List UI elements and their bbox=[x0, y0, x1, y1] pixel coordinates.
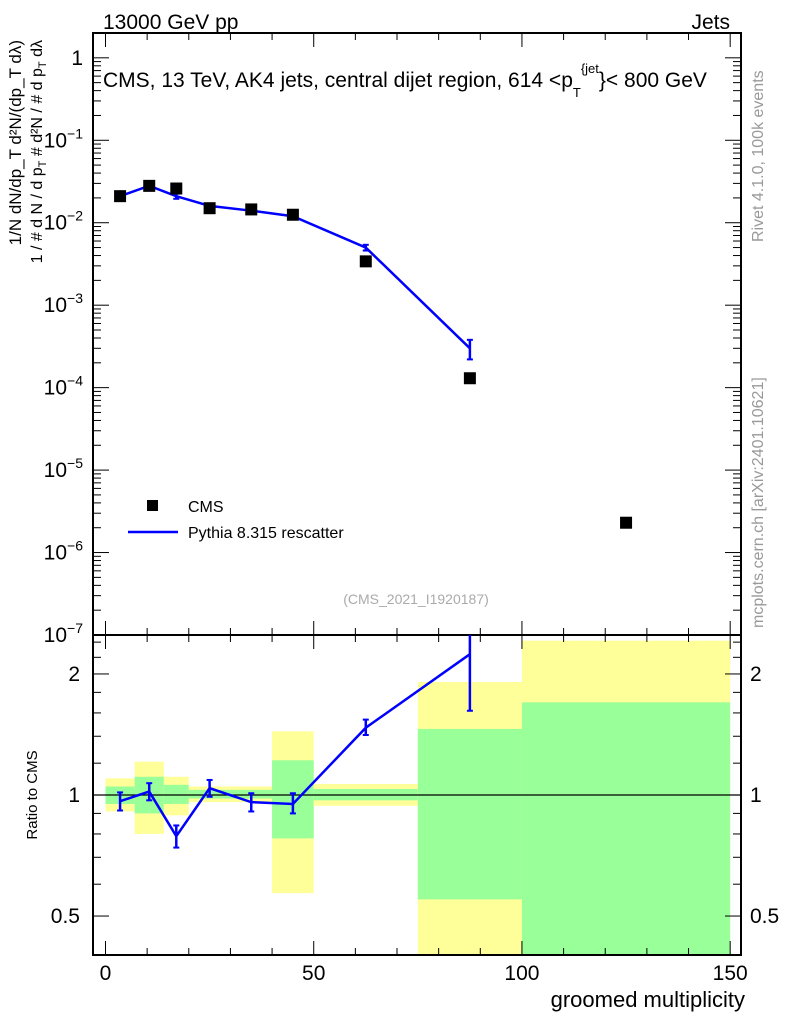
cms-data-point bbox=[170, 182, 183, 195]
cms-data-point bbox=[286, 208, 299, 221]
cms-data-point bbox=[114, 190, 127, 203]
cms-data-point bbox=[620, 516, 633, 529]
legend-label-mc: Pythia 8.315 rescatter bbox=[188, 525, 344, 542]
mcplots-label: mcplots.cern.ch [arXiv:2401.10621] bbox=[750, 377, 767, 628]
x-axis-label: groomed multiplicity bbox=[551, 987, 745, 1012]
y-tick-label: 1 bbox=[71, 47, 83, 70]
y-tick-label: 10−7 bbox=[44, 620, 84, 647]
cms-data-point bbox=[463, 372, 476, 385]
ratio-y-axis-label: Ratio to CMS bbox=[24, 750, 41, 839]
x-tick-label: 50 bbox=[302, 962, 325, 985]
x-tick-label: 150 bbox=[713, 962, 748, 985]
cms-data-point bbox=[245, 203, 258, 216]
header-left: 13000 GeV pp bbox=[103, 11, 238, 34]
plot-title: CMS, 13 TeV, AK4 jets, central dijet reg… bbox=[103, 61, 707, 100]
y-tick-label: 10−5 bbox=[44, 455, 84, 482]
ratio-y-tick-label-left: 0.5 bbox=[51, 905, 80, 928]
uncertainty-band-green bbox=[521, 702, 731, 955]
x-tick-label: 100 bbox=[504, 962, 539, 985]
y-tick-label: 10−3 bbox=[44, 290, 84, 317]
main-plot-frame bbox=[92, 32, 742, 636]
ratio-y-tick-label-left: 2 bbox=[68, 663, 80, 686]
ratio-mc-line bbox=[119, 653, 471, 839]
y-tick-label: 10−1 bbox=[44, 125, 84, 152]
y-tick-label: 10−4 bbox=[44, 373, 84, 400]
y-axis-label: 1/N dN/dp_T d²N/(dp_T dλ) bbox=[6, 40, 25, 245]
ratio-y-tick-label-right: 2 bbox=[750, 663, 762, 686]
ratio-y-tick-label-left: 1 bbox=[68, 784, 80, 807]
legend-label-cms: CMS bbox=[188, 499, 224, 516]
uncertainty-band-green bbox=[163, 784, 189, 804]
y-tick-label: 10−6 bbox=[44, 538, 84, 565]
uncertainty-band-green bbox=[417, 728, 522, 900]
cms-data-point bbox=[203, 202, 216, 215]
ratio-y-tick-label-right: 1 bbox=[750, 784, 762, 807]
ratio-y-tick-label-right: 0.5 bbox=[750, 905, 779, 928]
y-tick-label: 10−2 bbox=[44, 208, 84, 235]
analysis-id-label: (CMS_2021_I1920187) bbox=[343, 591, 489, 607]
x-tick-label: 0 bbox=[100, 962, 112, 985]
header-right: Jets bbox=[691, 11, 730, 34]
legend-marker-cms bbox=[147, 500, 158, 511]
cms-data-point bbox=[143, 179, 156, 192]
cms-data-point bbox=[359, 255, 372, 268]
rivet-version-label: Rivet 4.1.0, 100k events bbox=[750, 70, 767, 242]
y-axis-label-fraction: 1 / # d N / d pT # d²N / # d pT dλ bbox=[29, 40, 49, 263]
